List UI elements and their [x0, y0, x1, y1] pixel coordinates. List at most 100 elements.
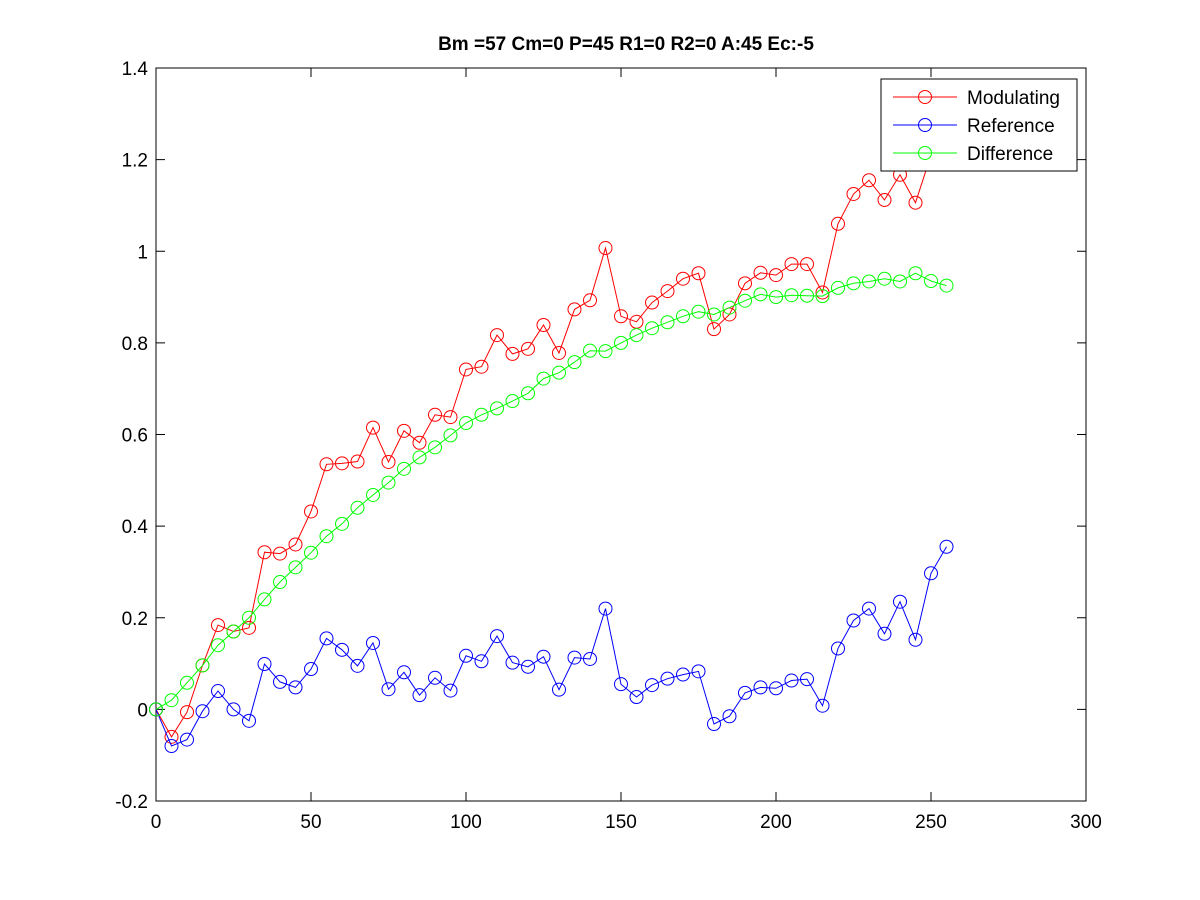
y-tick-label: 0	[137, 700, 148, 721]
data-point-reference	[381, 682, 396, 697]
data-point-reference	[583, 651, 597, 666]
y-tick-label: 0.6	[122, 426, 148, 447]
data-point-reference	[490, 629, 504, 644]
data-point-modulating	[257, 545, 272, 560]
data-point-modulating	[614, 309, 628, 324]
data-point-difference	[862, 274, 876, 289]
data-point-difference	[753, 287, 768, 302]
data-point-reference	[335, 642, 349, 657]
data-point-reference	[831, 641, 845, 656]
legend-label-reference: Reference	[967, 116, 1055, 137]
data-point-difference	[893, 274, 907, 289]
y-tick-label: -0.2	[115, 792, 148, 813]
data-point-difference	[707, 307, 721, 322]
data-point-modulating	[412, 435, 427, 450]
data-point-modulating	[180, 705, 194, 720]
data-point-reference	[722, 709, 737, 724]
chart-title: Bm =57 Cm=0 P=45 R1=0 R2=0 A:45 Ec:-5	[438, 34, 814, 55]
data-point-reference	[691, 664, 706, 679]
data-point-reference	[645, 678, 659, 693]
data-point-reference	[505, 655, 520, 670]
data-point-difference	[381, 475, 396, 490]
data-point-reference	[474, 654, 489, 669]
data-point-modulating	[505, 346, 520, 361]
data-point-difference	[521, 386, 535, 401]
data-point-modulating	[304, 504, 318, 519]
legend-item-modulating: Modulating	[893, 88, 1060, 109]
data-point-reference	[800, 672, 814, 687]
data-point-difference	[319, 529, 334, 544]
data-point-difference	[428, 440, 442, 455]
data-point-reference	[350, 658, 365, 673]
data-point-modulating	[784, 257, 799, 272]
data-point-reference	[273, 674, 287, 689]
legend-item-reference: Reference	[893, 116, 1055, 137]
y-tick-label: 0.2	[122, 609, 148, 630]
data-point-reference	[862, 601, 876, 616]
data-point-difference	[800, 288, 814, 303]
data-point-difference	[288, 560, 303, 575]
x-tick-label: 250	[915, 812, 947, 833]
data-point-reference	[211, 684, 225, 699]
data-point-difference	[459, 416, 473, 431]
legend-item-difference: Difference	[893, 144, 1053, 165]
data-point-difference	[304, 545, 318, 560]
data-point-difference	[397, 461, 411, 476]
data-point-reference	[614, 677, 628, 692]
data-point-reference	[660, 671, 675, 686]
data-point-reference	[598, 601, 613, 616]
data-point-modulating	[273, 546, 287, 561]
data-point-modulating	[288, 537, 303, 552]
data-point-reference	[567, 650, 582, 665]
data-point-modulating	[877, 192, 892, 207]
x-tick-label: 50	[300, 812, 321, 833]
data-point-modulating	[474, 359, 489, 374]
data-point-difference	[629, 328, 644, 343]
data-point-reference	[288, 680, 303, 695]
y-tick-label: 0.4	[122, 517, 149, 538]
data-point-difference	[242, 610, 256, 625]
data-point-reference	[707, 717, 721, 732]
data-point-reference	[924, 566, 938, 581]
y-tick-label: 1.4	[122, 59, 149, 80]
data-point-reference	[784, 673, 799, 688]
data-point-reference	[195, 704, 210, 719]
data-point-modulating	[536, 318, 551, 333]
data-point-difference	[691, 304, 706, 319]
data-point-modulating	[908, 195, 923, 210]
series-line-difference	[155, 272, 947, 710]
series-difference	[149, 266, 954, 717]
data-point-difference	[645, 321, 659, 336]
x-tick-label: 200	[760, 812, 792, 833]
data-point-modulating	[800, 257, 814, 272]
data-point-reference	[366, 635, 380, 650]
series-layer	[149, 125, 954, 754]
data-point-difference	[164, 693, 179, 708]
data-point-difference	[490, 401, 504, 416]
series-line-reference	[155, 546, 947, 747]
data-point-modulating	[366, 420, 380, 435]
data-point-difference	[552, 365, 566, 380]
data-point-reference	[908, 632, 923, 647]
data-point-reference	[738, 685, 752, 700]
data-point-modulating	[769, 268, 783, 283]
data-point-reference	[753, 680, 768, 695]
data-point-reference	[226, 702, 241, 717]
legend: Modulating Reference Difference	[880, 78, 1078, 172]
data-point-reference	[536, 649, 551, 664]
data-point-reference	[319, 631, 334, 646]
data-point-modulating	[490, 328, 504, 343]
data-point-modulating	[831, 216, 845, 231]
data-point-modulating	[552, 345, 566, 360]
data-point-reference	[815, 698, 830, 713]
data-point-difference	[939, 278, 954, 293]
data-point-modulating	[583, 293, 597, 308]
data-point-modulating	[397, 423, 411, 438]
data-point-modulating	[691, 266, 706, 281]
data-point-reference	[893, 594, 907, 609]
data-point-reference	[846, 613, 861, 628]
y-tick-label: 0.8	[122, 334, 148, 355]
data-point-difference	[846, 276, 861, 291]
data-point-difference	[273, 575, 287, 590]
data-point-modulating	[350, 454, 365, 469]
